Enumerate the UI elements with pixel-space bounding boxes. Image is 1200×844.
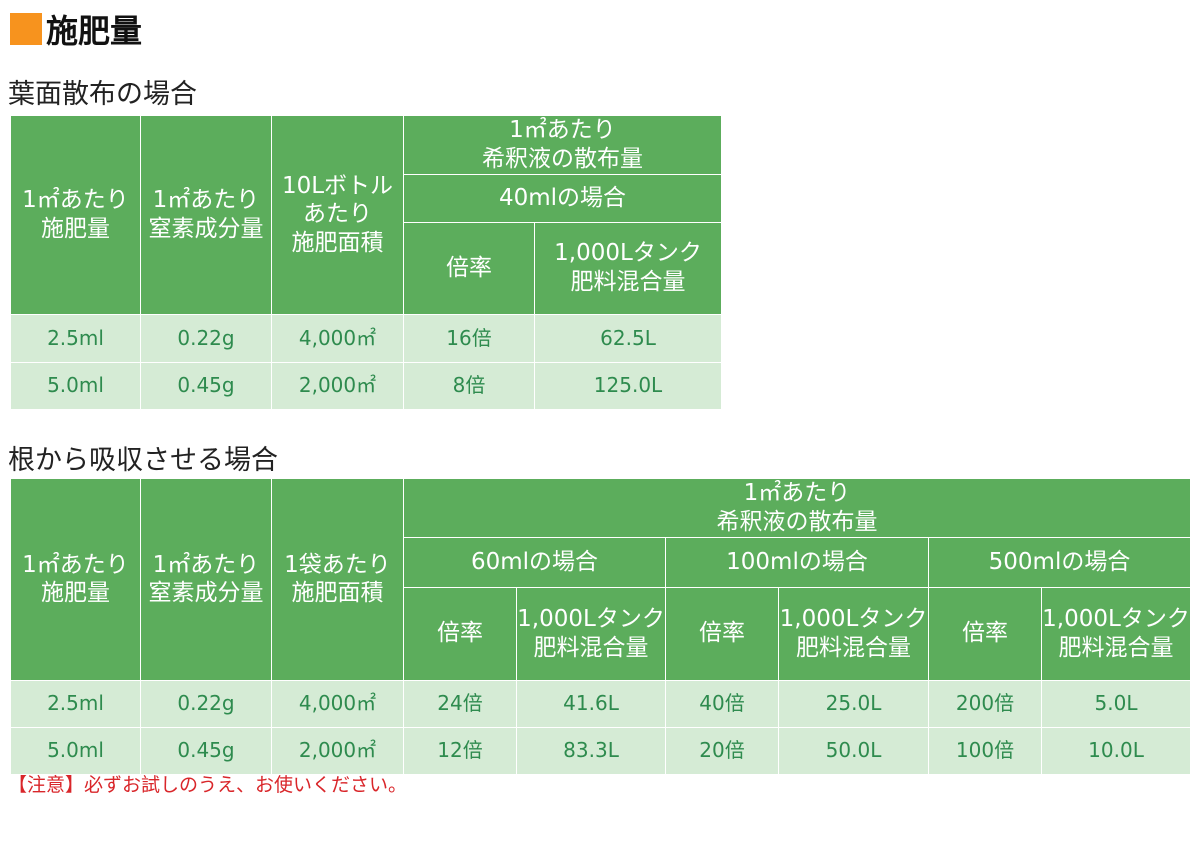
cell: 40倍 bbox=[665, 679, 779, 728]
header-ratio: 倍率 bbox=[403, 586, 517, 681]
cell: 200倍 bbox=[928, 679, 1042, 728]
header-area: 1袋あたり 施肥面積 bbox=[271, 478, 404, 681]
cell: 0.45g bbox=[140, 726, 272, 775]
cell: 24倍 bbox=[403, 679, 517, 728]
header-tank: 1,000Lタンク 肥料混合量 bbox=[534, 221, 722, 315]
page-title: 施肥量 bbox=[10, 6, 142, 52]
header-500ml: 500mlの場合 bbox=[928, 536, 1191, 588]
header-nitrogen: 1㎡あたり 窒素成分量 bbox=[140, 478, 272, 681]
cell: 4,000㎡ bbox=[271, 313, 404, 363]
table-row: 2.5ml 0.22g 4,000㎡ 16倍 62.5L bbox=[10, 313, 722, 363]
cell: 2.5ml bbox=[10, 679, 141, 728]
caution-note: 【注意】必ずお試しのうえ、お使いください。 bbox=[8, 774, 408, 796]
cell: 0.22g bbox=[140, 313, 272, 363]
cell: 2.5ml bbox=[10, 313, 141, 363]
orange-square-icon bbox=[10, 13, 42, 45]
title-text: 施肥量 bbox=[46, 12, 143, 50]
header-ratio: 倍率 bbox=[928, 586, 1042, 681]
table2-caption: 根から吸収させる場合 bbox=[8, 445, 278, 476]
cell: 16倍 bbox=[403, 313, 535, 363]
cell: 5.0ml bbox=[10, 361, 141, 410]
cell: 25.0L bbox=[778, 679, 929, 728]
cell: 5.0ml bbox=[10, 726, 141, 775]
cell: 0.22g bbox=[140, 679, 272, 728]
cell: 50.0L bbox=[778, 726, 929, 775]
table-row: 5.0ml 0.45g 2,000㎡ 8倍 125.0L bbox=[10, 361, 722, 410]
cell: 100倍 bbox=[928, 726, 1042, 775]
cell: 20倍 bbox=[665, 726, 779, 775]
cell: 8倍 bbox=[403, 361, 535, 410]
header-nitrogen: 1㎡あたり 窒素成分量 bbox=[140, 115, 272, 315]
table-row: 2.5ml 0.22g 4,000㎡ 24倍 41.6L 40倍 25.0L 200倍 5.0L bbox=[10, 679, 1191, 728]
header-tank: 1,000Lタンク 肥料混合量 bbox=[1041, 586, 1191, 681]
table-row: 5.0ml 0.45g 2,000㎡ 12倍 83.3L 20倍 50.0L 100倍 10.0… bbox=[10, 726, 1191, 775]
cell: 125.0L bbox=[534, 361, 722, 410]
cell: 12倍 bbox=[403, 726, 517, 775]
root-table: 1㎡あたり 施肥量 1㎡あたり 窒素成分量 1袋あたり 施肥面積 1㎡あたり 希釈液の散布量 … bbox=[10, 478, 1191, 775]
header-rate-per-m2: 1㎡あたり 施肥量 bbox=[10, 115, 141, 315]
header-40ml: 40mlの場合 bbox=[403, 173, 722, 223]
header-tank: 1,000Lタンク 肥料混合量 bbox=[778, 586, 929, 681]
header-group: 1㎡あたり 希釈液の散布量 bbox=[403, 115, 722, 175]
cell: 83.3L bbox=[516, 726, 666, 775]
foliar-table: 1㎡あたり 施肥量 1㎡あたり 窒素成分量 10Lボトル あたり 施肥面積 1㎡あたり 希釈液の… bbox=[10, 115, 722, 410]
cell: 5.0L bbox=[1041, 679, 1191, 728]
header-group: 1㎡あたり 希釈液の散布量 bbox=[403, 478, 1191, 538]
table1-caption: 葉面散布の場合 bbox=[8, 79, 197, 110]
cell: 41.6L bbox=[516, 679, 666, 728]
cell: 4,000㎡ bbox=[271, 679, 404, 728]
header-ratio: 倍率 bbox=[403, 221, 535, 315]
cell: 2,000㎡ bbox=[271, 361, 404, 410]
header-ratio: 倍率 bbox=[665, 586, 779, 681]
header-60ml: 60mlの場合 bbox=[403, 536, 666, 588]
cell: 10.0L bbox=[1041, 726, 1191, 775]
cell: 62.5L bbox=[534, 313, 722, 363]
cell: 0.45g bbox=[140, 361, 272, 410]
header-rate-per-m2: 1㎡あたり 施肥量 bbox=[10, 478, 141, 681]
header-100ml: 100mlの場合 bbox=[665, 536, 929, 588]
header-tank: 1,000Lタンク 肥料混合量 bbox=[516, 586, 666, 681]
cell: 2,000㎡ bbox=[271, 726, 404, 775]
header-area: 10Lボトル あたり 施肥面積 bbox=[271, 115, 404, 315]
